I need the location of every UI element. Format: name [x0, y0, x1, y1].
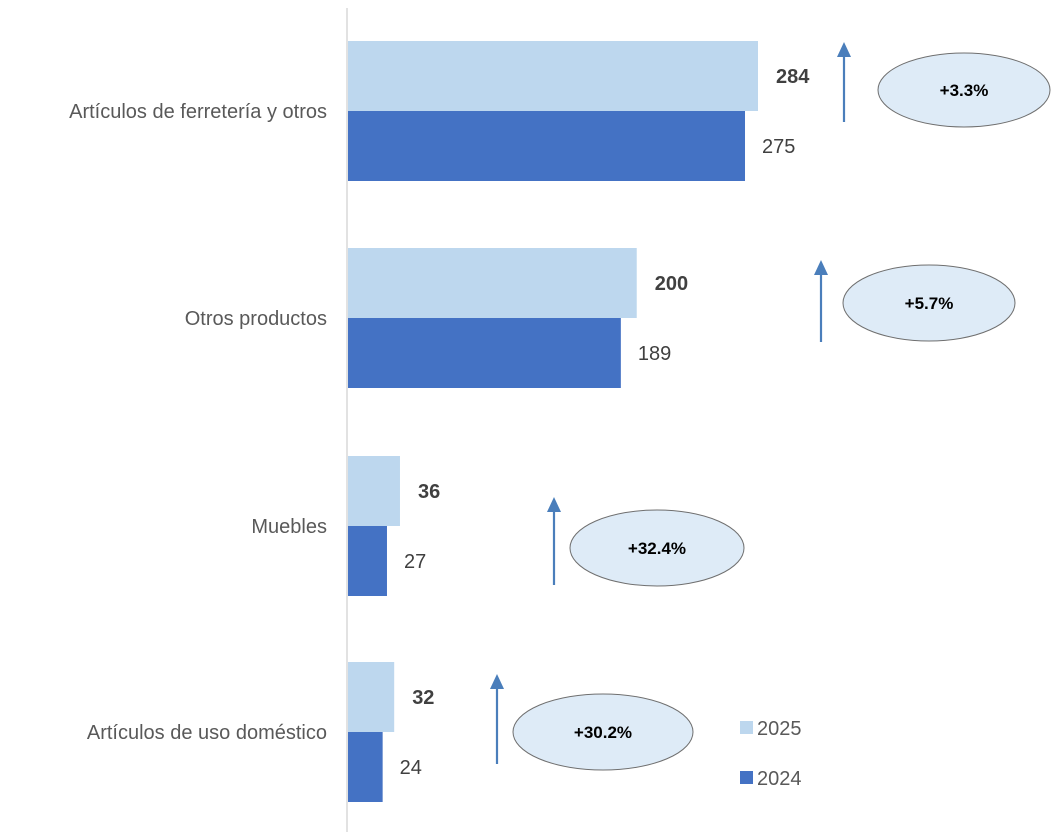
up-arrow-icon	[837, 42, 851, 57]
legend-label-2025: 2025	[757, 718, 802, 740]
up-arrow-icon	[490, 674, 504, 689]
legend-swatch-2025	[740, 721, 753, 734]
bar-2024	[348, 318, 621, 388]
growth-label: +3.3%	[940, 81, 989, 100]
bar-2024	[348, 111, 746, 181]
growth-badge	[877, 52, 1051, 128]
up-arrow-icon	[547, 497, 561, 512]
growth-badge	[569, 509, 745, 587]
legend-label-2024: 2024	[757, 768, 802, 790]
category-label: Muebles	[251, 516, 327, 538]
category-label: Otros productos	[185, 308, 327, 330]
bar-2024	[348, 732, 383, 802]
bar-2025	[348, 662, 395, 732]
up-arrow-icon	[814, 260, 828, 275]
growth-label: +30.2%	[574, 723, 632, 742]
value-label-2025: 284	[776, 66, 810, 88]
growth-label: +32.4%	[628, 539, 686, 558]
bar-2025	[348, 456, 400, 526]
value-label-2025: 200	[655, 273, 688, 295]
growth-label: +5.7%	[905, 294, 954, 313]
value-label-2025: 36	[418, 481, 440, 503]
bar-2025	[348, 41, 758, 111]
value-label-2024: 24	[400, 757, 422, 779]
value-label-2025: 32	[412, 687, 434, 709]
growth-badge	[512, 693, 694, 771]
category-group: Artículos de ferretería y otros 284 275 +3.…	[69, 41, 1051, 181]
legend: 2025 2024	[740, 718, 802, 790]
category-group: Otros productos 200 189 +5.7%	[185, 248, 1016, 388]
value-label-2024: 27	[404, 551, 426, 573]
growth-badge	[842, 264, 1016, 342]
category-groups: Artículos de ferretería y otros 284 275 +3.…	[69, 41, 1051, 802]
bar-2024	[348, 526, 387, 596]
legend-swatch-2024	[740, 771, 753, 784]
value-label-2024: 189	[638, 343, 671, 365]
bar-2025	[348, 248, 637, 318]
category-group: Artículos de uso doméstico 32 24 +30.2%	[87, 662, 694, 802]
category-label: Artículos de ferretería y otros	[69, 101, 327, 123]
category-group: Muebles 36 27 +32.4%	[251, 456, 745, 596]
category-label: Artículos de uso doméstico	[87, 722, 327, 744]
value-label-2024: 275	[762, 136, 795, 158]
